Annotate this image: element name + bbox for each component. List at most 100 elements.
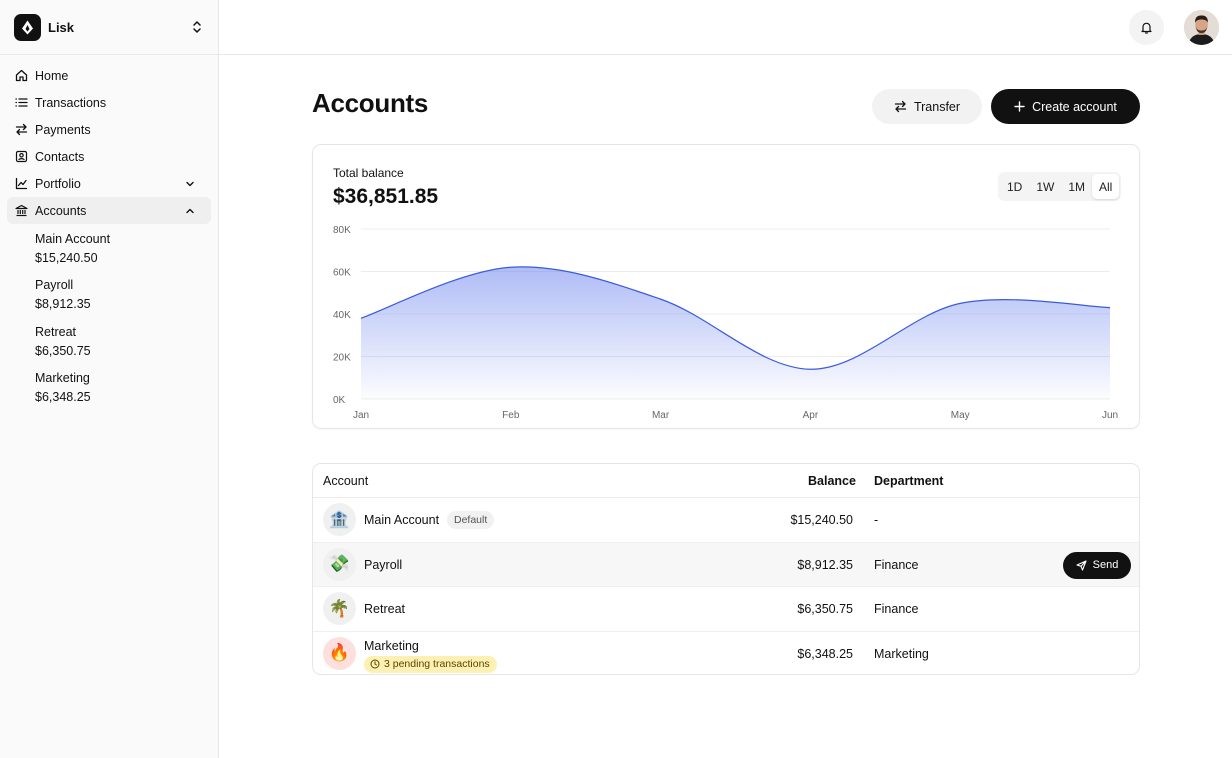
sidebar-account-main[interactable]: Main Account $15,240.50 xyxy=(35,228,218,274)
balance-card: Total balance $36,851.85 1D 1W 1M All 80… xyxy=(312,144,1140,429)
account-balance: $6,350.75 xyxy=(797,602,853,616)
x-tick-label: Jan xyxy=(353,410,369,421)
sidebar-item-transactions[interactable]: Transactions xyxy=(7,89,211,116)
sidebar-account-balance: $15,240.50 xyxy=(35,251,98,265)
table-row[interactable]: 🏦 Main Account Default $15,240.50 - xyxy=(313,498,1139,543)
range-selector: 1D 1W 1M All xyxy=(998,172,1122,201)
sidebar-item-label: Home xyxy=(35,68,69,83)
sidebar-item-label: Accounts xyxy=(35,203,87,218)
create-account-button[interactable]: Create account xyxy=(991,89,1140,124)
column-header-department[interactable]: Department xyxy=(874,474,944,488)
x-tick-label: Feb xyxy=(502,410,520,421)
contact-card-icon xyxy=(14,150,28,164)
table-row[interactable]: 🔥 Marketing 3 pending transactions $6,34… xyxy=(313,632,1139,675)
bank-icon xyxy=(14,204,28,218)
range-1m[interactable]: 1M xyxy=(1068,179,1086,194)
account-name: Retreat xyxy=(364,602,405,616)
sidebar: Lisk Home Transactions Payments Contacts… xyxy=(0,0,219,758)
table-row[interactable]: 💸 Payroll $8,912.35 Finance Send xyxy=(313,542,1139,587)
account-balance: $8,912.35 xyxy=(797,557,853,572)
arrows-icon xyxy=(14,123,28,137)
sidebar-item-label: Transactions xyxy=(35,95,107,110)
bank-emoji-icon: 🏦 xyxy=(323,503,356,536)
sidebar-account-name: Main Account xyxy=(35,232,111,246)
default-badge: Default xyxy=(447,511,495,529)
range-1w[interactable]: 1W xyxy=(1036,179,1055,194)
balance-chart: 80K 60K 40K 20K 0K Jan Feb Mar Apr May Jun xyxy=(333,225,1118,421)
y-tick-label: 40K xyxy=(333,310,351,321)
clock-icon xyxy=(370,659,380,669)
list-icon xyxy=(14,96,28,110)
y-tick-label: 80K xyxy=(333,225,351,236)
plus-icon xyxy=(1014,101,1025,112)
account-name: Main Account xyxy=(364,513,440,527)
account-balance: $6,348.25 xyxy=(797,646,853,661)
account-department: Finance xyxy=(874,557,919,572)
send-icon xyxy=(1076,559,1087,571)
x-tick-label: Apr xyxy=(803,410,819,421)
sidebar-account-marketing[interactable]: Marketing $6,348.25 xyxy=(35,367,218,413)
send-label: Send xyxy=(1092,559,1119,571)
topbar xyxy=(219,0,1232,55)
sidebar-account-retreat[interactable]: Retreat $6,350.75 xyxy=(35,321,218,367)
pending-badge[interactable]: 3 pending transactions xyxy=(364,655,497,673)
sidebar-account-balance: $8,912.35 xyxy=(35,297,91,312)
sidebar-nav: Home Transactions Payments Contacts Port… xyxy=(0,55,218,413)
sidebar-item-home[interactable]: Home xyxy=(7,62,211,89)
arrows-icon xyxy=(894,100,907,113)
money-emoji-icon: 💸 xyxy=(323,547,356,581)
sidebar-accounts-list: Main Account $15,240.50 Payroll $8,912.3… xyxy=(0,224,218,413)
chevron-up-icon xyxy=(183,204,197,218)
sidebar-item-label: Portfolio xyxy=(35,176,81,191)
notifications-button[interactable] xyxy=(1129,10,1164,45)
palm-tree-emoji-icon: 🌴 xyxy=(323,592,356,625)
fire-emoji-icon: 🔥 xyxy=(323,636,356,670)
total-balance-value: $36,851.85 xyxy=(333,185,439,208)
account-balance: $15,240.50 xyxy=(790,513,853,527)
account-department: - xyxy=(874,513,879,527)
table-row[interactable]: 🌴 Retreat $6,350.75 Finance xyxy=(313,587,1139,632)
lisk-logo-icon xyxy=(14,13,41,41)
y-tick-label: 20K xyxy=(333,353,351,364)
series-area xyxy=(361,266,1110,399)
y-tick-label: 60K xyxy=(333,268,351,279)
send-button[interactable]: Send xyxy=(1063,551,1131,579)
x-tick-label: Jun xyxy=(1102,410,1118,421)
series-line xyxy=(360,266,1111,370)
sidebar-item-contacts[interactable]: Contacts xyxy=(7,143,211,170)
total-balance-label: Total balance xyxy=(333,166,404,180)
sidebar-account-name: Marketing xyxy=(35,370,90,385)
pending-text: 3 pending transactions xyxy=(384,658,490,670)
range-1d[interactable]: 1D xyxy=(1007,179,1023,194)
sidebar-account-name: Retreat xyxy=(35,324,76,339)
range-all[interactable]: All xyxy=(1092,174,1120,199)
transfer-button[interactable]: Transfer xyxy=(872,89,982,124)
column-header-account[interactable]: Account xyxy=(323,474,369,488)
sidebar-item-payments[interactable]: Payments xyxy=(7,116,211,143)
sidebar-account-name: Payroll xyxy=(35,278,74,293)
chevron-up-down-icon xyxy=(190,20,204,34)
table-header: Account Balance Department xyxy=(313,464,1139,498)
sidebar-account-balance: $6,350.75 xyxy=(35,343,91,358)
x-tick-label: May xyxy=(951,410,970,421)
column-header-balance[interactable]: Balance xyxy=(808,474,856,488)
sidebar-item-portfolio[interactable]: Portfolio xyxy=(7,170,211,197)
workspace-name: Lisk xyxy=(48,19,75,35)
account-name: Payroll xyxy=(364,557,403,572)
workspace-switcher[interactable]: Lisk xyxy=(0,0,218,55)
transfer-label: Transfer xyxy=(913,99,961,114)
account-department: Finance xyxy=(874,602,919,616)
y-tick-label: 0K xyxy=(333,395,346,406)
sidebar-account-balance: $6,348.25 xyxy=(35,389,91,404)
sidebar-item-label: Payments xyxy=(35,122,91,137)
sidebar-account-payroll[interactable]: Payroll $8,912.35 xyxy=(35,274,218,320)
avatar[interactable] xyxy=(1184,10,1219,45)
account-name: Marketing xyxy=(364,638,419,653)
create-account-label: Create account xyxy=(1032,99,1117,114)
accounts-table: Account Balance Department 🏦 Main Accoun… xyxy=(312,463,1140,675)
home-icon xyxy=(14,69,28,83)
sidebar-item-accounts[interactable]: Accounts xyxy=(7,197,211,224)
chevron-down-icon xyxy=(183,177,197,191)
account-department: Marketing xyxy=(874,646,929,661)
sidebar-item-label: Contacts xyxy=(35,149,85,164)
